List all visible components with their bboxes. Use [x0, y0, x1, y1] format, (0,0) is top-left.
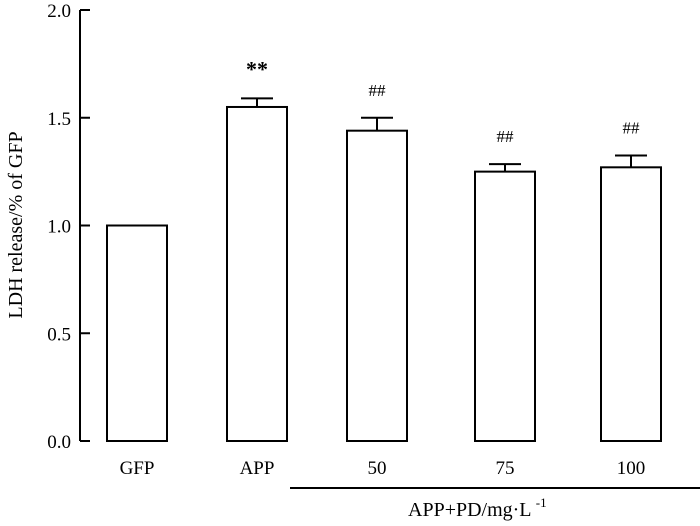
bar-50 [346, 129, 408, 442]
group-label-superscript: -1 [536, 495, 547, 510]
y-tick-label: 0.0 [47, 432, 71, 453]
bar-app [226, 105, 288, 442]
y-tick-label: 1.0 [47, 217, 71, 238]
group-label: APP+PD/mg·L -1 [408, 495, 547, 521]
bar-gfp [106, 224, 168, 442]
bar-100 [600, 166, 662, 442]
significance-label: ## [623, 118, 641, 137]
y-ticks: 0.0 0.5 1.0 1.5 2.0 [47, 1, 90, 453]
bar-75 [474, 170, 536, 442]
x-tick-label: GFP [120, 458, 155, 479]
y-tick-label: 1.5 [47, 109, 71, 130]
group-label-text: APP+PD/mg·L [408, 499, 531, 521]
significance-label: ## [369, 81, 387, 100]
x-tick-label: 75 [496, 458, 515, 479]
significance-label: ## [497, 127, 515, 146]
x-tick-label: 50 [368, 458, 387, 479]
y-axis-title: LDH release/% of GFP [5, 131, 27, 318]
y-axis: 0.0 0.5 1.0 1.5 2.0 LDH release/% of GFP [5, 1, 90, 453]
bars: ** ## ## ## [106, 56, 662, 442]
x-tick-label: APP [240, 458, 275, 479]
x-tick-labels: GFP APP 50 75 100 [120, 458, 646, 479]
y-tick-label: 0.5 [47, 324, 71, 345]
significance-label: ** [246, 56, 268, 81]
group-bracket: APP+PD/mg·L -1 [290, 487, 700, 521]
y-tick-label: 2.0 [47, 1, 71, 22]
x-tick-label: 100 [617, 458, 646, 479]
